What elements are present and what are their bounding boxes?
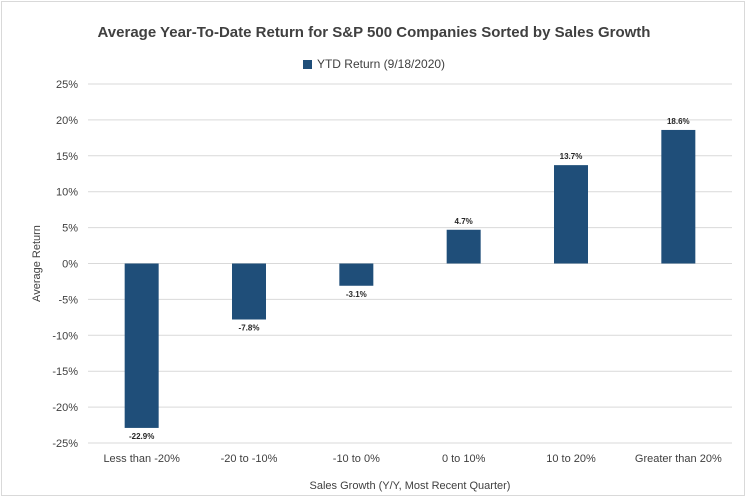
bar bbox=[124, 263, 159, 428]
data-label: -7.8% bbox=[239, 324, 260, 333]
x-tick-label: -10 to 0% bbox=[333, 453, 380, 465]
x-tick-label: 0 to 10% bbox=[442, 453, 486, 465]
y-tick-label: 20% bbox=[56, 115, 78, 127]
y-tick-label: -15% bbox=[52, 366, 78, 378]
bar bbox=[339, 263, 374, 286]
bar bbox=[232, 263, 266, 320]
y-tick-label: 15% bbox=[56, 151, 78, 163]
x-tick-label: 10 to 20% bbox=[546, 453, 596, 465]
data-label: -22.9% bbox=[129, 432, 154, 441]
y-tick-label: -25% bbox=[52, 438, 78, 450]
x-tick-label: Greater than 20% bbox=[635, 453, 722, 465]
data-label: 18.6% bbox=[667, 117, 690, 126]
x-tick-label: -20 to -10% bbox=[221, 453, 278, 465]
chart-title: Average Year-To-Date Return for S&P 500 … bbox=[97, 24, 651, 41]
data-label: 4.7% bbox=[455, 217, 473, 226]
x-axis-title: Sales Growth (Y/Y, Most Recent Quarter) bbox=[310, 480, 511, 492]
bar bbox=[554, 165, 588, 264]
bar bbox=[661, 129, 696, 264]
y-tick-label: -10% bbox=[52, 330, 78, 342]
y-axis-title: Average Return bbox=[31, 225, 43, 302]
y-tick-label: -20% bbox=[52, 402, 78, 414]
data-label: 13.7% bbox=[560, 152, 583, 161]
data-label: -3.1% bbox=[346, 290, 367, 299]
y-tick-label: 25% bbox=[56, 79, 78, 91]
y-tick-label: 5% bbox=[62, 223, 78, 235]
y-tick-label: -5% bbox=[58, 294, 78, 306]
x-tick-label: Less than -20% bbox=[103, 453, 180, 465]
y-tick-label: 0% bbox=[62, 259, 78, 271]
legend: YTD Return (9/18/2020) bbox=[0, 57, 748, 71]
y-tick-label: 10% bbox=[56, 187, 78, 199]
legend-swatch bbox=[302, 59, 312, 69]
bar bbox=[446, 229, 481, 264]
legend-label: YTD Return (9/18/2020) bbox=[316, 57, 446, 71]
